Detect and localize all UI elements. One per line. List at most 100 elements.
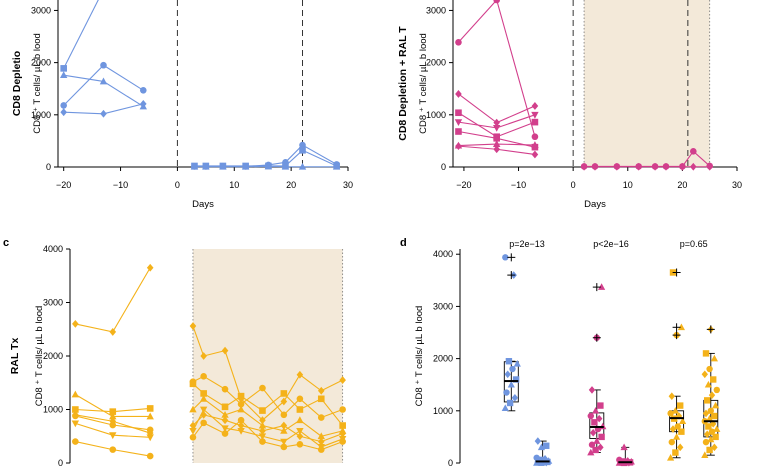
data-point — [455, 109, 462, 117]
box-data-point — [705, 423, 712, 430]
box-data-point — [706, 365, 713, 373]
data-point — [280, 438, 288, 446]
x-tick-label: −20 — [56, 180, 71, 190]
data-point — [146, 426, 154, 434]
p-value-label: p<2e−16 — [593, 239, 629, 249]
box-data-point — [711, 443, 718, 452]
data-point — [280, 397, 288, 406]
box-data-point — [672, 449, 679, 456]
data-point — [146, 452, 154, 460]
data-point — [221, 430, 229, 437]
data-point — [221, 425, 229, 433]
y-tick-label: 2000 — [43, 351, 63, 361]
box-data-point — [711, 412, 718, 420]
data-point — [339, 406, 346, 413]
box-data-point — [707, 407, 714, 415]
data-point — [109, 328, 117, 336]
data-point — [281, 162, 290, 170]
box-data-point — [593, 437, 601, 444]
data-point — [259, 384, 266, 392]
box-data-point — [502, 254, 509, 261]
box-data-point — [673, 433, 681, 440]
data-point — [280, 390, 288, 397]
data-point — [221, 346, 229, 355]
x-tick-label: 0 — [175, 180, 180, 190]
box-data-point — [704, 380, 712, 388]
y-tick-label: 0 — [448, 458, 453, 468]
box-data-point — [513, 360, 521, 367]
y-tick-label: 0 — [58, 458, 63, 468]
box-data-point — [596, 414, 603, 423]
x-tick-label: 20 — [677, 180, 687, 190]
y-tick-label: 1000 — [426, 110, 446, 120]
panel-a-cd8-depletion-chart: 0 1000 2000 3000 −20 −10 0 10 20 30 Days CD8 ⁺ T ce… — [11, 0, 353, 210]
data-point — [492, 124, 501, 132]
data-point — [296, 440, 304, 448]
p-value-label: p=2e−13 — [509, 239, 545, 249]
data-point — [531, 150, 539, 159]
data-point — [237, 421, 245, 430]
box-data-point — [713, 386, 720, 394]
x-tick-label: 10 — [229, 180, 239, 190]
data-point — [237, 392, 245, 400]
data-point — [296, 406, 304, 413]
y-axis-label: CD8 ⁺ T cells/ µL b lood — [414, 306, 425, 407]
data-point — [280, 427, 288, 434]
data-point — [221, 385, 229, 393]
data-point — [454, 119, 463, 127]
box-data-point — [706, 414, 714, 422]
data-point — [219, 162, 227, 170]
treatment-shade-region — [192, 249, 343, 463]
data-point — [72, 320, 79, 328]
data-point — [264, 162, 273, 170]
box-data-point — [710, 376, 717, 383]
y-tick-label: 0 — [46, 162, 51, 172]
data-point — [280, 421, 288, 430]
data-point — [237, 405, 245, 413]
x-tick-label: 10 — [623, 180, 633, 190]
box-data-point — [598, 433, 605, 441]
box-data-point — [707, 435, 715, 443]
data-point — [221, 410, 229, 418]
box-data-point — [533, 454, 540, 461]
y-tick-label: 4000 — [43, 244, 63, 254]
box-data-point — [708, 428, 716, 435]
data-point — [492, 140, 501, 147]
x-axis-label: Days — [192, 199, 214, 210]
box-data-point — [588, 441, 596, 448]
series-line — [63, 0, 99, 69]
data-point — [296, 370, 304, 379]
panel-d-boxplot-chart: 0 1000 2000 3000 4000 CD8 ⁺ T cells/ µL b loo… — [414, 239, 721, 468]
y-tick-label: 3000 — [31, 5, 51, 15]
box-data-point — [587, 412, 594, 420]
data-point — [200, 390, 207, 397]
box-data-point — [537, 456, 544, 464]
data-point — [60, 108, 67, 117]
box-data-point — [506, 399, 514, 407]
data-point — [189, 434, 197, 441]
treatment-shade-region — [584, 0, 710, 167]
box-data-point — [620, 443, 628, 451]
box-data-point — [710, 354, 718, 362]
y-axis-label: CD8 ⁺ T cells/ µL b lood — [34, 306, 45, 407]
x-tick-label: −10 — [511, 180, 526, 190]
data-point — [109, 432, 117, 440]
y-tick-label: 3000 — [426, 5, 446, 15]
data-point — [531, 133, 539, 141]
box-data-point — [702, 438, 710, 446]
x-tick-label: −10 — [113, 180, 128, 190]
box-data-point — [512, 376, 520, 383]
box-data-point — [702, 350, 710, 357]
panel-title: CD8 Depletion + RAL T — [397, 26, 409, 141]
data-point — [455, 38, 462, 46]
y-axis-label: CD8 ⁺ T cells/ µL b lood — [32, 33, 43, 134]
y-tick-label: 1000 — [43, 405, 63, 415]
x-tick-label: 20 — [286, 180, 296, 190]
data-point — [493, 0, 500, 4]
data-point — [296, 432, 304, 441]
y-tick-label: 4000 — [433, 249, 453, 259]
data-point — [651, 162, 659, 171]
data-point — [299, 147, 306, 154]
data-point — [455, 90, 462, 98]
data-point — [71, 420, 80, 428]
